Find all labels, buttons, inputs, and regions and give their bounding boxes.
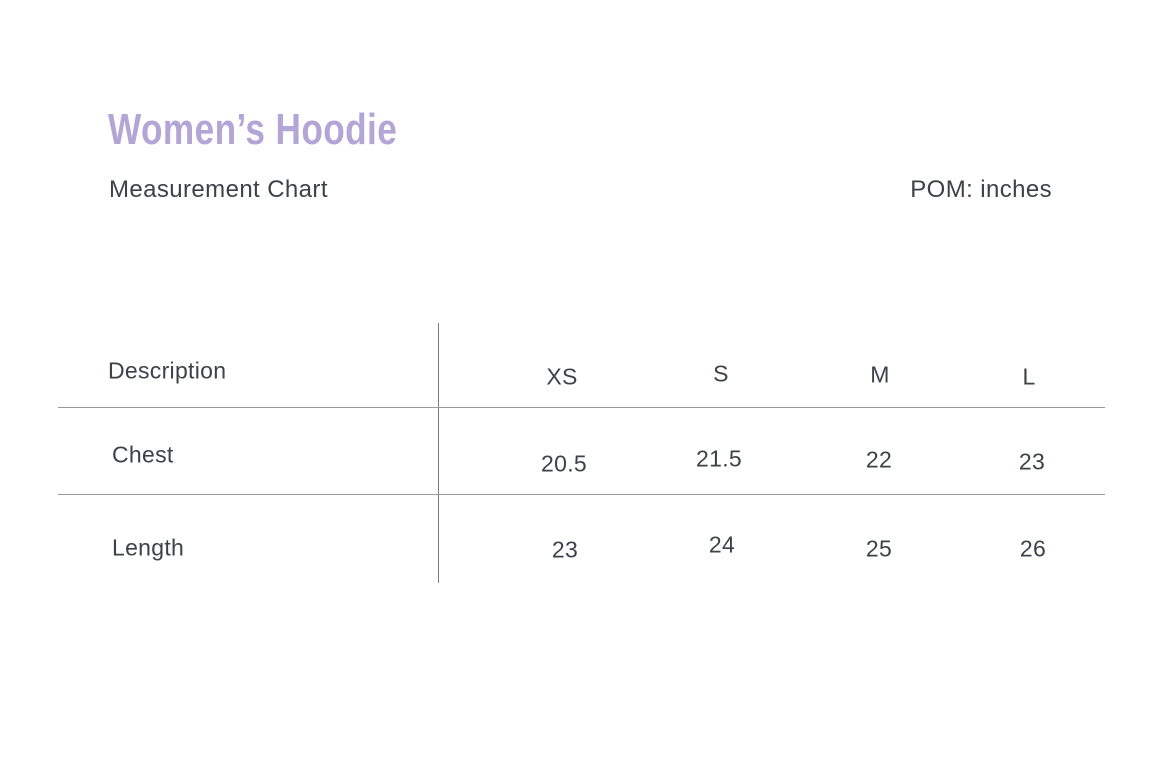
row-label-length: Length [112, 534, 185, 561]
length-value-m: 25 [865, 535, 893, 562]
table-vertical-rule [438, 323, 439, 583]
column-header-size-xs: XS [546, 363, 578, 390]
pom-units-label: POM: inches [910, 176, 1052, 203]
column-header-size-s: S [713, 360, 729, 387]
chest-value-l: 23 [1018, 448, 1046, 475]
column-header-size-m: M [870, 361, 890, 388]
page-title: Women’s Hoodie [108, 105, 398, 154]
column-header-description: Description [108, 357, 227, 384]
chest-value-m: 22 [865, 446, 893, 473]
length-value-l: 26 [1019, 535, 1047, 562]
table-horizontal-rule-header [58, 407, 1105, 408]
chest-value-xs: 20.5 [541, 450, 587, 477]
length-value-xs: 23 [551, 536, 579, 563]
row-label-chest: Chest [112, 441, 174, 468]
chart-subtitle: Measurement Chart [109, 176, 328, 203]
table-horizontal-rule-middle [58, 494, 1105, 495]
chest-value-s: 21.5 [696, 445, 742, 472]
column-header-size-l: L [1022, 363, 1036, 390]
length-value-s: 24 [708, 531, 736, 558]
